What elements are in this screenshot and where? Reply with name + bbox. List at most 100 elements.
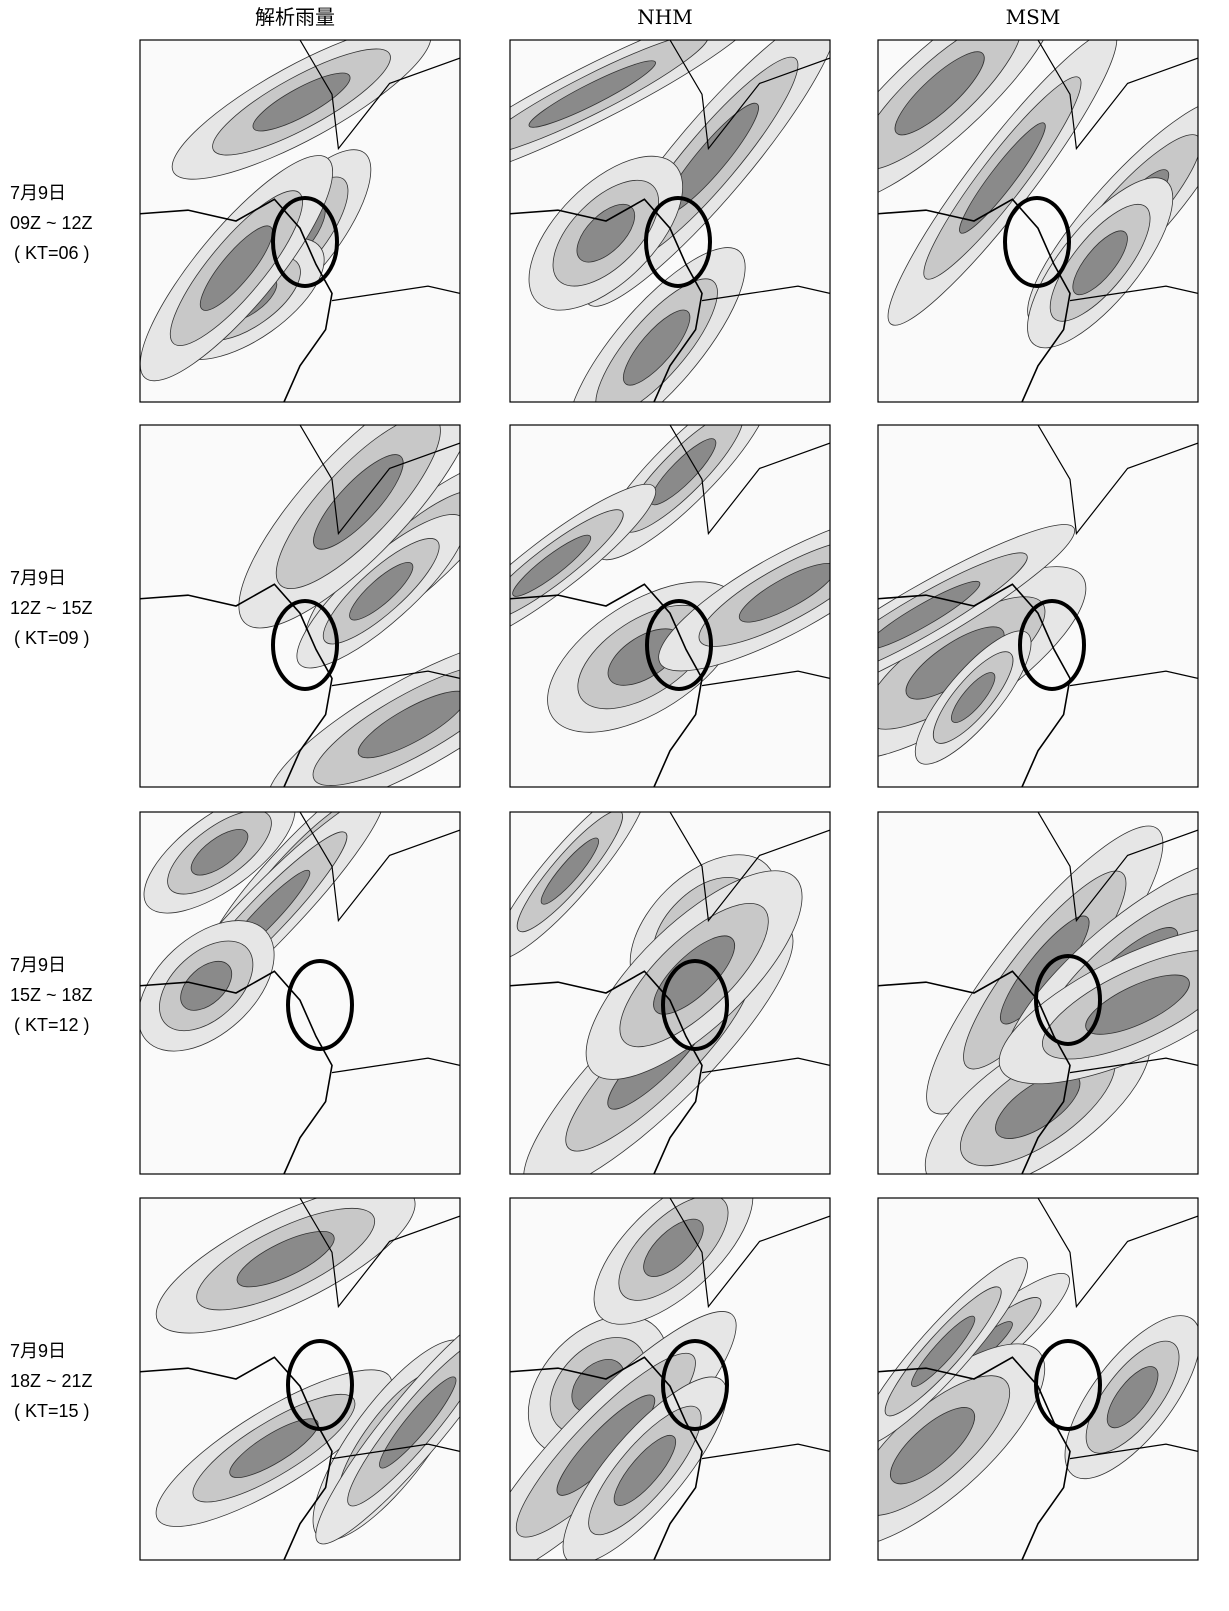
- rain-band: [540, 837, 600, 905]
- coastline: [1037, 40, 1198, 151]
- coastline: [299, 425, 460, 536]
- coastline: [1069, 670, 1198, 687]
- column-header: NHM: [637, 5, 692, 29]
- column-header: MSM: [1006, 5, 1061, 29]
- map-panel: [509, 811, 831, 1175]
- panel-content: [140, 40, 460, 402]
- rain-band: [349, 562, 414, 621]
- rain-band: [653, 935, 735, 1015]
- panel-content: [140, 1198, 460, 1560]
- panel-frame: [139, 811, 461, 1175]
- panel-frame: [139, 424, 461, 788]
- highlight-ellipse: [1034, 954, 1102, 1046]
- rain-band: [252, 72, 351, 132]
- rain-band: [959, 122, 1046, 234]
- row-period: 12Z ~ 15Z: [10, 598, 93, 618]
- row-kt: ( KT=06 ): [14, 243, 90, 263]
- row-date: 7月9日: [10, 183, 66, 203]
- coastline: [510, 1356, 703, 1560]
- highlight-ellipse: [1018, 599, 1086, 691]
- coastline: [510, 970, 703, 1174]
- coastline: [510, 583, 703, 787]
- map-panel: [509, 424, 831, 788]
- highlight-ellipse: [645, 599, 713, 691]
- column-header: 解析雨量: [255, 5, 335, 29]
- rain-band: [199, 225, 273, 311]
- map-panel: [877, 811, 1199, 1175]
- map-panel: [139, 39, 461, 403]
- rain-band: [528, 60, 656, 128]
- row-kt: ( KT=09 ): [14, 628, 90, 648]
- panel-content: [510, 1198, 830, 1560]
- panel-content: [878, 40, 1198, 402]
- panel-content: [878, 425, 1198, 787]
- rain-band: [1072, 230, 1128, 296]
- coastline: [299, 1198, 460, 1309]
- map-panel: [139, 424, 461, 788]
- coastline: [1037, 812, 1198, 923]
- coastline: [1037, 1198, 1198, 1309]
- panel-content: [140, 812, 460, 1174]
- coastline: [140, 970, 333, 1174]
- rain-band: [1106, 1366, 1159, 1429]
- rain-band: [512, 534, 592, 597]
- rain-band: [890, 1407, 976, 1485]
- panel-frame: [509, 424, 831, 788]
- rain-band: [229, 1418, 319, 1478]
- row-kt: ( KT=12 ): [14, 1015, 90, 1035]
- coastline: [878, 970, 1071, 1174]
- coastline: [1069, 1443, 1198, 1460]
- coastline: [701, 670, 830, 687]
- row-kt: ( KT=15 ): [14, 1401, 90, 1421]
- coastline: [331, 1443, 460, 1460]
- row-period: 18Z ~ 21Z: [10, 1371, 93, 1391]
- coastline: [510, 198, 703, 402]
- coastline: [701, 1443, 830, 1460]
- coastline: [669, 425, 830, 536]
- row-date: 7月9日: [10, 955, 66, 975]
- rain-band: [379, 1376, 457, 1469]
- coastline: [140, 583, 333, 787]
- coastline: [331, 1057, 460, 1074]
- rain-band: [623, 309, 691, 386]
- highlight-ellipse: [644, 196, 712, 288]
- coastline: [878, 198, 1071, 402]
- coastline: [140, 198, 333, 402]
- map-panel: [509, 39, 831, 403]
- coastline: [299, 812, 460, 923]
- coastline: [331, 285, 460, 302]
- rain-band: [878, 580, 981, 650]
- rain-band: [951, 672, 996, 723]
- panel-frame: [877, 39, 1199, 403]
- panel-content: [140, 425, 460, 787]
- coastline: [1069, 1057, 1198, 1074]
- rain-band: [613, 1434, 676, 1506]
- highlight-ellipse: [271, 196, 339, 288]
- coastline: [701, 285, 830, 302]
- rain-band: [236, 1231, 335, 1288]
- row-period: 09Z ~ 12Z: [10, 213, 93, 233]
- coastline: [299, 40, 460, 151]
- coastline: [1069, 285, 1198, 302]
- highlight-ellipse: [661, 1339, 729, 1431]
- panel-frame: [509, 811, 831, 1175]
- rain-band: [738, 563, 830, 623]
- panel-frame: [877, 424, 1199, 788]
- rain-band: [643, 1218, 704, 1277]
- rain-band: [1085, 974, 1190, 1035]
- coastline: [331, 670, 460, 687]
- map-panel: [139, 811, 461, 1175]
- coastline: [669, 40, 830, 151]
- map-panel: [509, 1197, 831, 1561]
- panel-content: [510, 425, 830, 787]
- coastline: [1037, 425, 1198, 536]
- panel-content: [878, 1198, 1198, 1560]
- row-date: 7月9日: [10, 568, 66, 588]
- rain-band: [894, 51, 985, 136]
- map-panel: [877, 39, 1199, 403]
- highlight-ellipse: [1034, 1339, 1102, 1431]
- map-panel: [877, 424, 1199, 788]
- panel-frame: [877, 811, 1199, 1175]
- highlight-ellipse: [661, 959, 729, 1051]
